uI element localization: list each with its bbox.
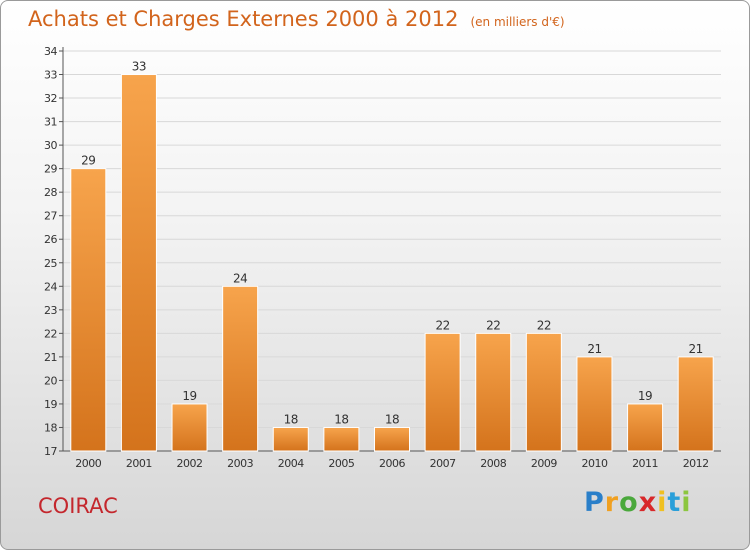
x-tick-label: 2006	[379, 457, 405, 470]
data-label: 22	[435, 318, 449, 332]
logo-letter: x	[638, 487, 658, 518]
x-tick-label: 2007	[430, 457, 456, 470]
bar-2001	[120, 74, 157, 452]
data-label: 19	[638, 389, 652, 403]
logo-letter: i	[657, 487, 668, 518]
y-tick-label: 17	[44, 445, 57, 458]
chart-title-block: Achats et Charges Externes 2000 à 2012 (e…	[28, 7, 565, 31]
bar-2009	[525, 332, 562, 452]
bar-2007	[424, 332, 461, 452]
y-tick-label: 22	[44, 327, 57, 340]
x-tick-label: 2011	[632, 457, 658, 470]
bar-2004	[272, 426, 309, 452]
y-tick-label: 20	[44, 374, 57, 387]
data-label: 21	[587, 342, 601, 356]
data-label: 18	[284, 412, 298, 426]
data-label: 21	[689, 342, 703, 356]
y-tick-label: 19	[44, 398, 57, 411]
x-tick-labels: 2000 2001 2002 2003 2004 2005 2006 2007 2008 2009…	[75, 457, 709, 470]
bar-2011	[627, 403, 664, 452]
bar-2002	[171, 403, 208, 452]
bar-2008	[475, 332, 512, 452]
data-label: 18	[334, 412, 348, 426]
data-label: 19	[182, 389, 196, 403]
y-tick-label: 31	[44, 116, 57, 129]
x-tick-label: 2012	[683, 457, 709, 470]
y-tick-label: 24	[44, 280, 57, 293]
axes	[59, 47, 721, 452]
x-tick-label: 2001	[126, 457, 152, 470]
y-tick-label: 28	[44, 186, 57, 199]
data-label: 24	[233, 271, 247, 285]
data-label: 18	[385, 412, 399, 426]
bar-2003	[222, 285, 259, 452]
y-tick-label: 30	[44, 139, 57, 152]
data-labels: 29 33 19 24 18 18 18 22 22 22 21 19 21	[81, 60, 703, 427]
data-label: 29	[81, 154, 95, 168]
x-tick-label: 2010	[581, 457, 607, 470]
x-tick-label: 2005	[328, 457, 354, 470]
y-tick-label: 21	[44, 351, 57, 364]
commune-name: COIRAC	[38, 494, 118, 518]
x-tick-label: 2009	[531, 457, 557, 470]
data-label: 22	[486, 318, 500, 332]
logo-letter: i	[681, 487, 692, 518]
logo-letter: r	[604, 487, 620, 518]
chart-subtitle: (en milliers d'€)	[470, 15, 565, 29]
logo-letter: t	[667, 487, 682, 518]
y-tick-label: 26	[44, 233, 57, 246]
bar-2005	[323, 426, 360, 452]
bar-2012	[677, 356, 714, 452]
bar-2010	[576, 356, 613, 452]
y-tick-label: 32	[44, 92, 57, 105]
logo-letter: o	[619, 487, 639, 518]
grid-lines	[63, 50, 721, 428]
data-label: 22	[537, 318, 551, 332]
y-tick-label: 18	[44, 421, 57, 434]
y-tick-label: 33	[44, 69, 57, 82]
y-tick-labels: 17 18 19 20 21 22 23 24 25 26 27 28 29 30 31 32 33 34	[44, 45, 58, 458]
x-tick-label: 2003	[227, 457, 253, 470]
y-tick-label: 23	[44, 304, 57, 317]
chart-title: Achats et Charges Externes 2000 à 2012	[28, 7, 459, 31]
proxiti-logo: Proxiti	[584, 487, 692, 518]
x-tick-label: 2000	[75, 457, 101, 470]
x-tick-label: 2004	[278, 457, 304, 470]
logo-letter: P	[584, 487, 605, 518]
y-tick-label: 29	[44, 163, 57, 176]
y-tick-label: 27	[44, 210, 57, 223]
x-tick-label: 2002	[177, 457, 203, 470]
bar-2000	[70, 168, 107, 452]
x-tick-label: 2008	[480, 457, 506, 470]
bar-2006	[374, 426, 410, 452]
bars	[70, 74, 714, 452]
y-tick-label: 25	[44, 257, 57, 270]
data-label: 33	[132, 60, 146, 74]
y-tick-label: 34	[44, 45, 57, 58]
